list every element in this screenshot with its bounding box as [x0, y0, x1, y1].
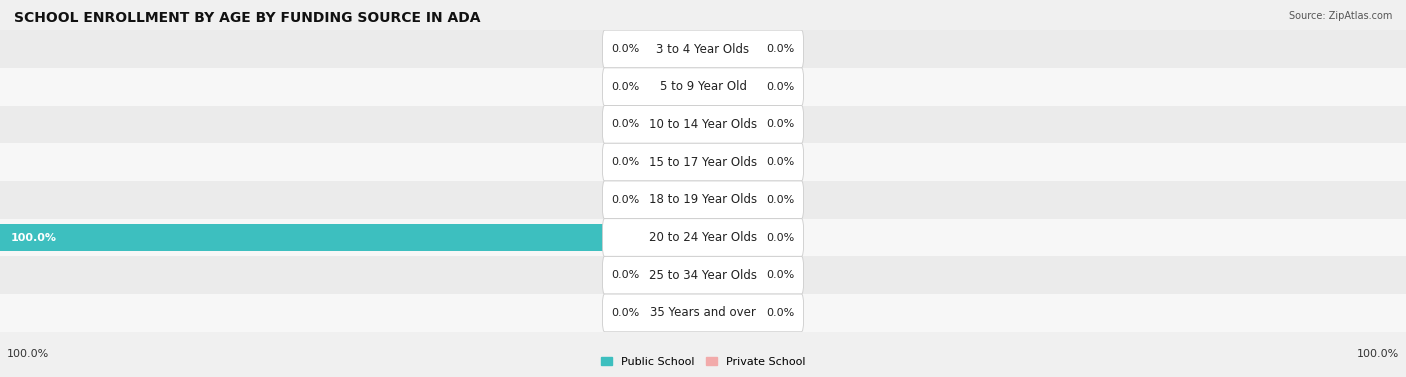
Bar [703, 35, 759, 63]
Text: 5 to 9 Year Old: 5 to 9 Year Old [659, 80, 747, 93]
Bar [0, 181, 1406, 219]
Text: 0.0%: 0.0% [612, 120, 640, 129]
Text: 20 to 24 Year Olds: 20 to 24 Year Olds [650, 231, 756, 244]
FancyBboxPatch shape [603, 219, 804, 256]
Bar [0, 219, 1406, 256]
Bar [0, 30, 1406, 68]
Bar [647, 186, 703, 213]
Bar [0, 68, 1406, 106]
Text: 0.0%: 0.0% [766, 44, 794, 54]
Text: 0.0%: 0.0% [766, 82, 794, 92]
FancyBboxPatch shape [603, 143, 804, 181]
Bar [647, 73, 703, 100]
Text: 25 to 34 Year Olds: 25 to 34 Year Olds [650, 269, 756, 282]
Text: 0.0%: 0.0% [612, 82, 640, 92]
Bar [647, 299, 703, 326]
Bar [0, 256, 1406, 294]
Text: 100.0%: 100.0% [7, 349, 49, 359]
FancyBboxPatch shape [603, 106, 804, 143]
Text: 0.0%: 0.0% [612, 157, 640, 167]
Text: 15 to 17 Year Olds: 15 to 17 Year Olds [650, 156, 756, 169]
Text: 10 to 14 Year Olds: 10 to 14 Year Olds [650, 118, 756, 131]
Bar [647, 111, 703, 138]
Bar [703, 111, 759, 138]
Text: Source: ZipAtlas.com: Source: ZipAtlas.com [1288, 11, 1392, 21]
FancyBboxPatch shape [603, 256, 804, 294]
FancyBboxPatch shape [603, 181, 804, 219]
FancyBboxPatch shape [603, 30, 804, 68]
Bar [647, 149, 703, 176]
Text: 0.0%: 0.0% [766, 270, 794, 280]
FancyBboxPatch shape [603, 68, 804, 106]
Text: 0.0%: 0.0% [766, 308, 794, 318]
Text: 35 Years and over: 35 Years and over [650, 307, 756, 319]
Bar [0, 294, 1406, 332]
Text: 0.0%: 0.0% [766, 157, 794, 167]
Bar [703, 262, 759, 289]
Bar [0, 224, 703, 251]
Bar [703, 186, 759, 213]
Bar [703, 73, 759, 100]
Text: 0.0%: 0.0% [612, 44, 640, 54]
Text: 0.0%: 0.0% [612, 308, 640, 318]
Text: 0.0%: 0.0% [766, 233, 794, 242]
Bar [647, 35, 703, 63]
Bar [703, 224, 759, 251]
Text: 0.0%: 0.0% [766, 120, 794, 129]
Bar [0, 143, 1406, 181]
Legend: Public School, Private School: Public School, Private School [596, 352, 810, 371]
Text: 18 to 19 Year Olds: 18 to 19 Year Olds [650, 193, 756, 206]
Bar [703, 299, 759, 326]
Text: 0.0%: 0.0% [766, 195, 794, 205]
Bar [0, 106, 1406, 143]
Text: 3 to 4 Year Olds: 3 to 4 Year Olds [657, 43, 749, 55]
Text: 100.0%: 100.0% [10, 233, 56, 242]
FancyBboxPatch shape [603, 294, 804, 332]
Text: 0.0%: 0.0% [612, 270, 640, 280]
Bar [647, 262, 703, 289]
Text: 0.0%: 0.0% [612, 195, 640, 205]
Text: 100.0%: 100.0% [1357, 349, 1399, 359]
Text: SCHOOL ENROLLMENT BY AGE BY FUNDING SOURCE IN ADA: SCHOOL ENROLLMENT BY AGE BY FUNDING SOUR… [14, 11, 481, 25]
Bar [703, 149, 759, 176]
